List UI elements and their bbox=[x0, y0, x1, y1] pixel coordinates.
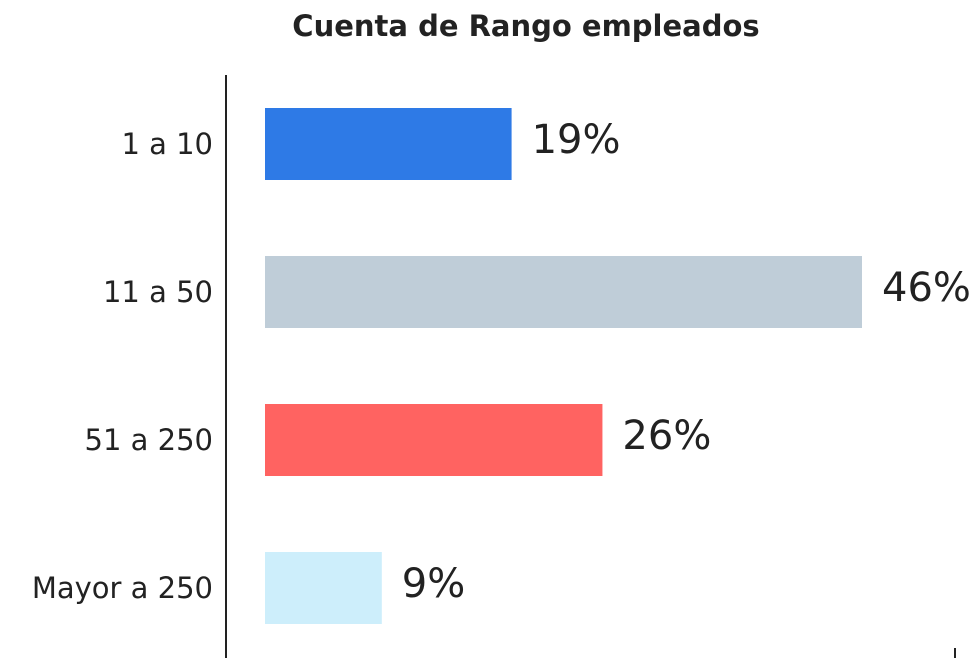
y-tick-label: 11 a 50 bbox=[103, 275, 213, 309]
bar bbox=[265, 108, 512, 180]
bar bbox=[265, 256, 862, 328]
y-tick-label: 1 a 10 bbox=[121, 127, 213, 161]
y-tick-label: 51 a 250 bbox=[85, 423, 213, 457]
value-label: 9% bbox=[402, 561, 465, 607]
y-tick-label: Mayor a 250 bbox=[32, 571, 213, 605]
chart-title: Cuenta de Rango empleados bbox=[292, 9, 759, 43]
bar bbox=[265, 552, 382, 624]
value-label: 19% bbox=[532, 117, 621, 163]
value-label: 26% bbox=[622, 413, 711, 459]
bar bbox=[265, 404, 603, 476]
value-label: 46% bbox=[882, 265, 971, 311]
